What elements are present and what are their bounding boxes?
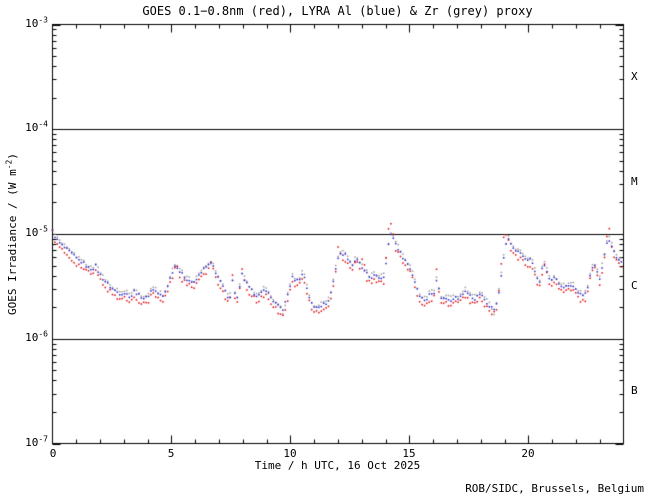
y-tick-label: 10-6 [25,329,48,344]
flare-class-label-b: B [631,384,638,397]
x-tick-label: 5 [167,447,175,460]
x-tick-label: 10 [283,447,297,460]
y-tick-label: 10-4 [25,119,48,134]
flare-class-label-c: C [631,279,638,292]
x-axis-label: Time / h UTC, 16 Oct 2025 [254,459,421,472]
chart-title: GOES 0.1−0.8nm (red), LYRA Al (blue) & Z… [142,4,533,18]
flare-class-label-x: X [631,70,638,83]
credit-text: ROB/SIDC, Brussels, Belgium [465,482,644,495]
flare-class-label-m: M [631,175,638,188]
y-tick-label: 10-3 [25,15,48,30]
y-tick-label: 10-7 [25,434,48,449]
x-tick-label: 0 [49,447,57,460]
x-tick-label: 15 [402,447,416,460]
y-tick-label: 10-5 [25,224,48,239]
x-tick-label: 20 [521,447,535,460]
